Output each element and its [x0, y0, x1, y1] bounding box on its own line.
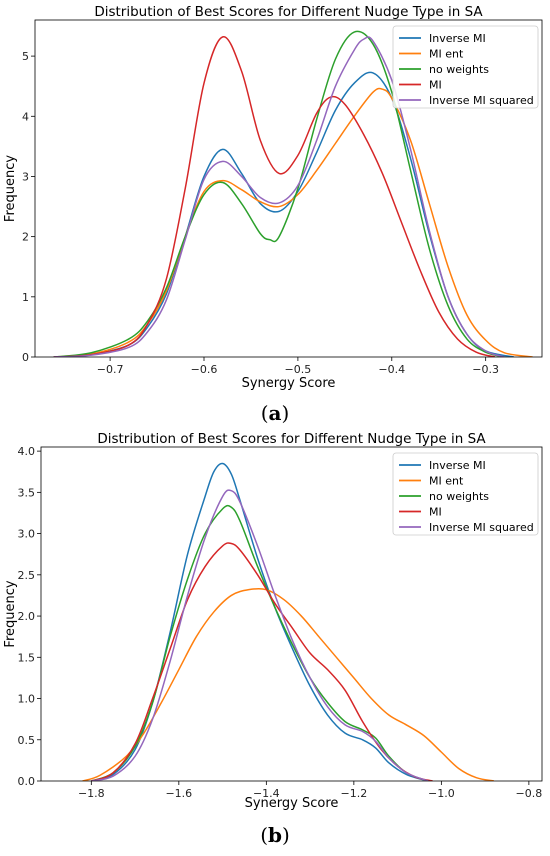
legend: Inverse MI MI ent no weights MI Inverse MI s… [392, 25, 539, 109]
y-tick-label: 4.0 [18, 445, 36, 458]
legend-label: MI ent [429, 48, 464, 61]
x-tick-label: −1.0 [428, 787, 455, 800]
plot-frame [40, 446, 543, 782]
legend-label: Inverse MI [429, 32, 486, 45]
legend-box [392, 25, 539, 109]
chart-panel-b: Distribution of Best Scores for Differen… [3, 431, 543, 847]
legend-label: Inverse MI squared [429, 521, 534, 534]
legend-label: Inverse MI squared [429, 94, 534, 107]
series-line-no-weights [53, 30, 505, 357]
series-line-no-weights [91, 504, 429, 781]
y-tick-label: 0 [22, 351, 29, 364]
chart-title: Distribution of Best Scores for Differen… [97, 431, 486, 447]
legend: Inverse MI MI ent no weights MI Inverse MI s… [392, 452, 539, 536]
y-tick-label: 1 [22, 291, 29, 304]
panel-label: (b) [260, 823, 290, 847]
x-tick-label: −0.6 [191, 363, 218, 376]
y-tick-label: 2.5 [18, 569, 36, 582]
x-tick-label: −0.7 [97, 363, 124, 376]
chart-panel-a: Distribution of Best Scores for Differen… [3, 4, 543, 425]
y-tick-label: 5 [22, 50, 29, 63]
x-tick-label: −0.8 [516, 787, 543, 800]
legend-label: no weights [429, 63, 489, 76]
series-line-mi-ent [53, 87, 533, 357]
plot-frame [34, 19, 543, 358]
y-tick-label: 2.0 [18, 610, 36, 623]
x-tick-label: −1.2 [340, 787, 367, 800]
series-line-inverse-mi-squared [53, 36, 505, 357]
x-tick-label: −1.6 [165, 787, 192, 800]
series-lines [82, 462, 495, 781]
y-tick-label: 2 [22, 231, 29, 244]
y-tick-label: 1.0 [18, 693, 36, 706]
series-line-mi [53, 36, 496, 357]
legend-label: MI [429, 506, 442, 519]
chart-title: Distribution of Best Scores for Differen… [94, 4, 483, 20]
legend-label: MI [429, 79, 442, 92]
x-axis-title: Synergy Score [245, 796, 339, 811]
legend-label: MI ent [429, 475, 464, 488]
x-tick-label: −0.4 [378, 363, 405, 376]
x-axis-title: Synergy Score [242, 376, 336, 391]
panel-label: (a) [261, 401, 290, 425]
series-lines [53, 30, 533, 357]
y-tick-label: 1.5 [18, 651, 36, 664]
series-line-inverse-mi-squared [91, 489, 429, 781]
y-tick-label: 3.5 [18, 486, 36, 499]
series-line-inverse-mi [53, 71, 514, 357]
y-tick-label: 0.5 [18, 734, 36, 747]
legend-label: Inverse MI [429, 459, 486, 472]
y-axis-title: Frequency [3, 580, 18, 647]
y-tick-label: 3 [22, 170, 29, 183]
x-tick-label: −0.3 [472, 363, 499, 376]
y-tick-label: 3.0 [18, 528, 36, 541]
y-tick-label: 4 [22, 110, 29, 123]
x-tick-label: −1.4 [253, 787, 280, 800]
legend-box [392, 452, 539, 536]
legend-label: no weights [429, 490, 489, 503]
x-tick-label: −0.5 [285, 363, 312, 376]
series-line-mi-ent [82, 587, 495, 781]
y-axis-title: Frequency [3, 155, 18, 222]
x-tick-label: −1.8 [78, 787, 105, 800]
y-tick-label: 0.0 [18, 775, 36, 788]
